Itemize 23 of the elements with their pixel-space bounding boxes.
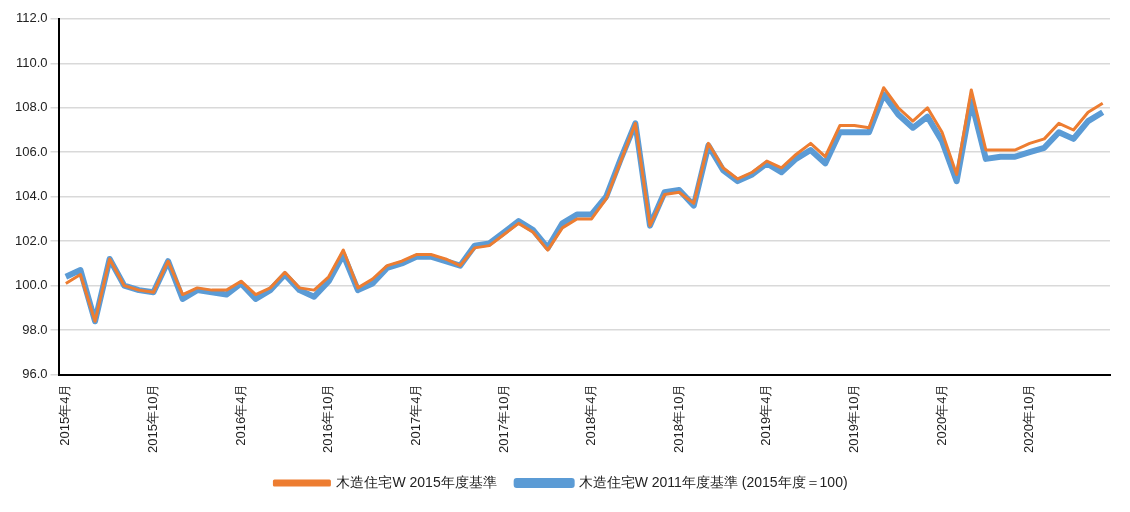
y-tick-label: 108.0 [14, 99, 48, 115]
x-tick-label: 2016年10月 [320, 383, 336, 454]
x-tick-label: 2015年4月 [57, 383, 73, 446]
y-tick-label: 98.0 [22, 321, 48, 337]
y-tick-label: 110.0 [15, 54, 48, 70]
x-tick-label: 2016年4月 [232, 383, 248, 446]
x-tick-label: 2019年4月 [758, 383, 774, 446]
x-tick-label: 2020年10月 [1021, 383, 1037, 454]
y-tick-label: 96.0 [22, 366, 48, 382]
x-tick-label: 2015年10月 [145, 383, 161, 454]
x-tick-label: 2019年10月 [846, 383, 862, 454]
x-tick-label: 2017年10月 [495, 383, 511, 454]
x-tick-label: 2017年4月 [407, 383, 423, 446]
y-tick-label: 104.0 [14, 188, 48, 204]
legend-label: 木造住宅W 2011年度基準 (2015年度＝100) [578, 473, 848, 490]
x-tick-label: 2018年4月 [583, 383, 599, 446]
x-tick-label: 2020年4月 [933, 383, 949, 446]
y-tick-label: 102.0 [14, 232, 48, 248]
y-tick-label: 112.0 [15, 10, 48, 26]
y-tick-label: 100.0 [14, 277, 48, 293]
y-tick-label: 106.0 [14, 143, 48, 159]
x-tick-label: 2018年10月 [670, 383, 686, 454]
legend-label: 木造住宅W 2015年度基準 [336, 473, 497, 490]
